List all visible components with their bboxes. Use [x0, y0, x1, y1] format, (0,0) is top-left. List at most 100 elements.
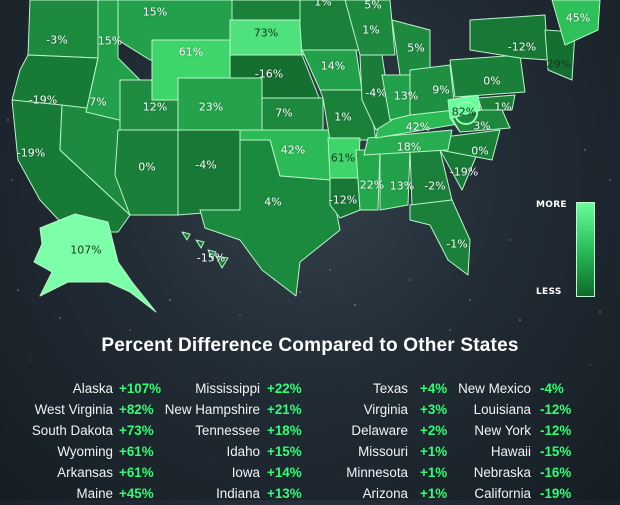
map-label-oklahoma: 42% [280, 143, 306, 157]
map-label-utah: 12% [142, 100, 168, 114]
table-row: Iowa +14% [0, 462, 620, 484]
map-label-new-york: -12% [507, 40, 537, 54]
map-label-minnesota: 1% [362, 23, 380, 37]
state-percent: +21% [267, 402, 302, 417]
state-name: Virginia [363, 402, 408, 417]
section-title: Percent Difference Compared to Other Sta… [101, 335, 519, 356]
map-label-michigan: 5% [364, 0, 382, 12]
state-new-york [469, 14, 549, 61]
state-name: Delaware [351, 423, 408, 438]
state-name: New Mexico [458, 381, 531, 396]
map-label-arkansas: 61% [330, 151, 356, 165]
state-percent: +1% [420, 486, 448, 501]
state-percent: +22% [267, 381, 302, 396]
map-label-oregon: -19% [28, 93, 58, 107]
state-percent: +73% [119, 423, 154, 438]
map-label-idaho: 15% [142, 5, 168, 19]
state-percent: -12% [540, 423, 572, 438]
state-percent: +15% [267, 444, 302, 459]
map-label-arizona: 0% [138, 160, 156, 174]
map-label-pennsylvania: 0% [483, 74, 501, 88]
state-percent: +14% [267, 465, 302, 480]
table-row: New Mexico -4% [0, 378, 620, 400]
state-florida [409, 199, 471, 276]
state-percent: -4% [540, 381, 564, 396]
table-row: Idaho +15% [0, 441, 620, 463]
state-name: Maine [76, 486, 113, 501]
legend-more-label: MORE [536, 200, 567, 210]
state-percent: +18% [267, 423, 302, 438]
state-percent: -15% [540, 444, 572, 459]
table-row: Louisiana -12% [0, 399, 620, 421]
color-legend: MORE LESS [536, 198, 598, 300]
map-label-wisconsin: 5% [407, 41, 425, 55]
state-name: Arizona [362, 486, 408, 501]
table-row: Tennessee +18% [0, 420, 620, 442]
map-label-tennessee: 18% [396, 140, 422, 154]
map-label-florida: -1% [446, 237, 468, 251]
map-label-iowa: 14% [320, 59, 346, 73]
map-label-north-carolina: 0% [471, 144, 489, 158]
map-label-new-england: -29% [542, 57, 572, 71]
state-percent: +1% [420, 465, 448, 480]
legend-less-label: LESS [536, 287, 562, 297]
state-name: Texas [373, 381, 408, 396]
map-label-west-virginia: 82% [451, 105, 477, 119]
table-row: Mississippi +22% [0, 378, 620, 400]
map-label-georgia: -2% [424, 179, 446, 193]
state-name: Hawaii [490, 444, 531, 459]
table-row: Hawaii -15% [0, 441, 620, 463]
map-label-kentucky: 42% [405, 120, 431, 134]
state-maine [551, 0, 601, 46]
table-row: Wyoming +61% [0, 441, 620, 463]
state-percent: +82% [119, 402, 154, 417]
map-label-mississippi: 22% [359, 178, 385, 192]
table-row: Indiana +13% [0, 483, 620, 505]
map-label-alabama: 13% [389, 179, 415, 193]
state-name: Nebraska [473, 465, 531, 480]
table-row: Alaska +107% [0, 378, 620, 400]
state-percent: +61% [119, 444, 154, 459]
state-percent: +107% [119, 381, 162, 396]
state-name: Indiana [216, 486, 260, 501]
state-name: South Dakota [31, 423, 113, 438]
state-name: Missouri [358, 444, 408, 459]
map-label-colorado: 23% [198, 100, 224, 114]
state-name: Arkansas [57, 465, 113, 480]
state-pennsylvania [449, 54, 526, 98]
ranking-table: Alaska +107% West Virginia +82% South Da… [0, 378, 620, 501]
table-row: West Virginia +82% [0, 399, 620, 421]
map-label-louisiana: -12% [328, 193, 358, 207]
state-arizona [114, 129, 179, 216]
state-percent: +61% [119, 465, 154, 480]
state-name: Tennessee [195, 423, 260, 438]
map-label-missouri: 1% [334, 110, 352, 124]
map-label-new-mexico: -4% [195, 158, 217, 172]
state-percent: +45% [119, 486, 154, 501]
map-label-maine: 45% [565, 11, 591, 25]
map-label-indiana: 13% [393, 89, 419, 103]
state-new-mexico [177, 129, 241, 216]
table-row: Delaware +2% [0, 420, 620, 442]
state-alaska [33, 213, 157, 313]
map-label-maryland: 1% [494, 100, 512, 114]
state-name: West Virginia [34, 402, 113, 417]
table-row: New York -12% [0, 420, 620, 442]
state-percent: +3% [420, 402, 448, 417]
map-label-california: -19% [16, 146, 46, 160]
state-percent: +13% [267, 486, 302, 501]
state-name: Wyoming [57, 444, 113, 459]
legend-gradient-bar [576, 202, 595, 297]
us-choropleth-map [11, 0, 601, 313]
state-tennessee [363, 129, 453, 156]
map-label-north-dakota: 1% [314, 0, 332, 9]
map-label-ohio: 9% [432, 83, 450, 97]
map-label-wyoming: 61% [178, 45, 204, 59]
state-texas [199, 139, 341, 297]
state-percent: +4% [420, 381, 448, 396]
table-row: Texas +4% [0, 378, 620, 400]
map-label-south-carolina: -19% [449, 165, 479, 179]
state-name: Iowa [231, 465, 260, 480]
